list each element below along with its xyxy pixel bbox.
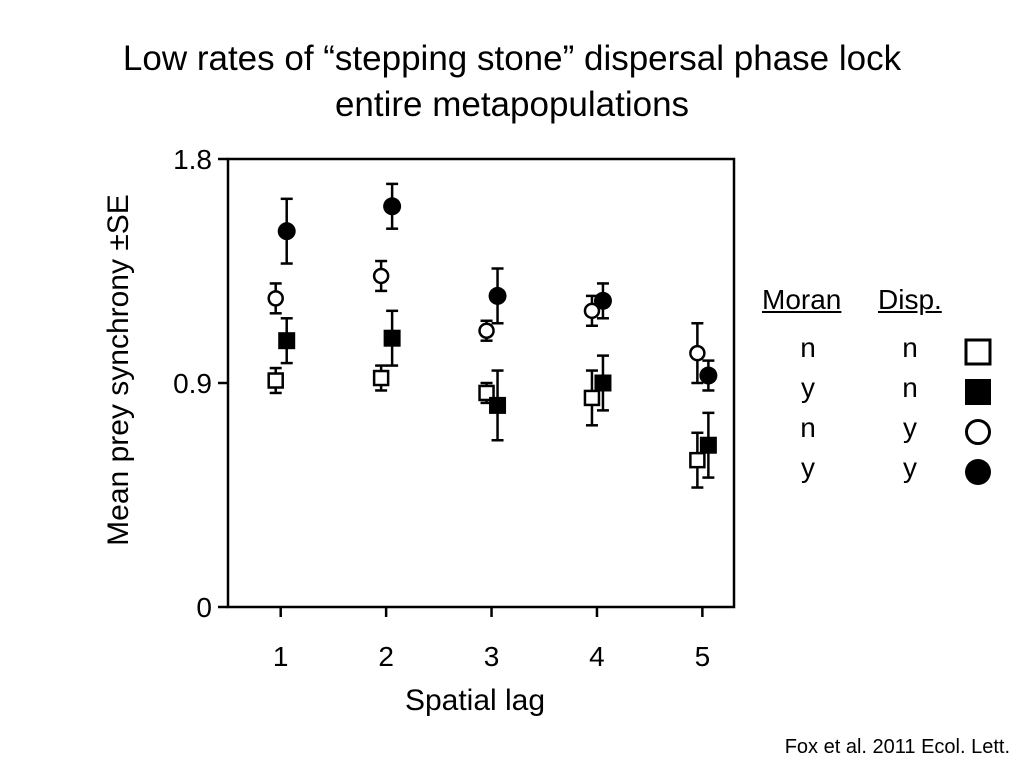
open-circle-point	[372, 267, 390, 285]
open-square-point	[267, 372, 284, 389]
filled-square-point	[278, 332, 296, 350]
filled-circle-point	[593, 291, 612, 310]
y-tick-label: 0.9	[173, 368, 212, 399]
filled-square-point	[699, 436, 717, 454]
legend-disp-value: n	[902, 332, 918, 363]
x-tick-label: 2	[378, 641, 394, 672]
filled-square-icon	[965, 379, 991, 405]
filled-square-point	[383, 329, 401, 347]
open-square-point	[689, 451, 706, 469]
legend-disp-value: y	[903, 452, 917, 483]
filled-square-point	[489, 396, 507, 414]
slide-title: Low rates of “stepping stone” dispersal …	[0, 36, 1024, 128]
title-line-2: entire metapopulations	[334, 85, 690, 124]
open-square-icon	[964, 338, 992, 366]
legend-row: y n	[752, 372, 1012, 412]
filled-circle-point	[699, 366, 718, 385]
x-tick-label: 4	[589, 641, 605, 672]
open-circle-point	[267, 290, 284, 307]
open-square-point	[372, 369, 390, 387]
legend-row: y y	[752, 452, 1012, 492]
open-square-point	[583, 389, 601, 407]
open-circle-point	[583, 302, 601, 320]
filled-circle-point	[488, 286, 507, 305]
citation: Fox et al. 2011 Ecol. Lett.	[784, 736, 1010, 758]
y-tick-label: 0	[196, 592, 212, 623]
open-circle-point	[689, 344, 706, 362]
x-tick-label: 3	[484, 641, 500, 672]
legend-row: n n	[752, 332, 1012, 372]
open-circle-point	[478, 322, 495, 339]
filled-square-point	[594, 374, 612, 392]
filled-circle-point	[277, 222, 296, 241]
y-axis-label: Mean prey synchrony ±SE	[102, 194, 135, 546]
open-square-point	[478, 384, 495, 402]
legend-disp-value: y	[903, 412, 917, 443]
legend-moran-value: y	[801, 452, 815, 483]
title-line-1: Low rates of “stepping stone” dispersal …	[122, 39, 902, 78]
legend-moran-value: n	[800, 332, 816, 363]
legend-moran-value: y	[801, 372, 815, 403]
legend-header-disp: Disp.	[878, 284, 942, 315]
legend-header-moran: Moran	[762, 284, 842, 315]
legend-moran-value: n	[800, 412, 816, 443]
legend: Moran Disp. n n y n n y y y	[752, 284, 1012, 494]
y-tick-label: 1.8	[173, 144, 212, 175]
legend-row: n y	[752, 412, 1012, 452]
open-circle-icon	[965, 419, 991, 445]
x-tick-label: 5	[695, 641, 711, 672]
filled-circle-icon	[965, 459, 991, 485]
x-axis-label: Spatial lag	[405, 684, 545, 717]
legend-disp-value: n	[902, 372, 918, 403]
x-tick-label: 1	[273, 641, 289, 672]
filled-circle-point	[383, 197, 402, 216]
